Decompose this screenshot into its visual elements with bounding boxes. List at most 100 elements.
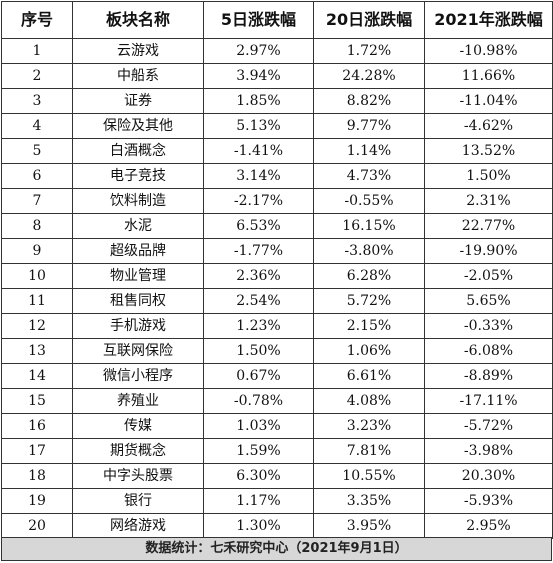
cell-5day-change: -2.17%	[203, 188, 314, 214]
table-row: 10 物业管理 2.36% 6.28% -2.05%	[1, 263, 553, 289]
cell-5day-change: 3.94%	[203, 63, 314, 89]
cell-5day-change: 2.36%	[203, 263, 314, 289]
cell-index: 14	[1, 363, 73, 389]
cell-index: 3	[1, 88, 73, 114]
cell-sector-name: 中字头股票	[72, 463, 204, 489]
cell-5day-change: 6.30%	[203, 463, 314, 489]
cell-index: 19	[1, 488, 73, 514]
header-20day-change: 20日涨跌幅	[313, 1, 425, 39]
cell-sector-name: 云游戏	[72, 38, 204, 64]
cell-2021-change: -17.11%	[424, 388, 553, 414]
cell-2021-change: 11.66%	[424, 63, 553, 89]
table-row: 15 养殖业 -0.78% 4.08% -17.11%	[1, 388, 553, 414]
table-row: 6 电子竞技 3.14% 4.73% 1.50%	[1, 163, 553, 189]
cell-20day-change: 7.81%	[313, 438, 425, 464]
cell-sector-name: 保险及其他	[72, 113, 204, 139]
cell-sector-name: 互联网保险	[72, 338, 204, 364]
cell-index: 15	[1, 388, 73, 414]
header-5day-change: 5日涨跌幅	[203, 1, 314, 39]
cell-index: 13	[1, 338, 73, 364]
cell-20day-change: 6.61%	[313, 363, 425, 389]
cell-sector-name: 银行	[72, 488, 204, 514]
cell-index: 9	[1, 238, 73, 264]
cell-5day-change: -0.78%	[203, 388, 314, 414]
cell-index: 12	[1, 313, 73, 339]
cell-5day-change: 1.50%	[203, 338, 314, 364]
cell-2021-change: 2.31%	[424, 188, 553, 214]
table-row: 12 手机游戏 1.23% 2.15% -0.33%	[1, 313, 553, 339]
table-row: 14 微信小程序 0.67% 6.61% -8.89%	[1, 363, 553, 389]
table-row: 13 互联网保险 1.50% 1.06% -6.08%	[1, 338, 553, 364]
cell-20day-change: 2.15%	[313, 313, 425, 339]
cell-index: 8	[1, 213, 73, 239]
table-row: 17 期货概念 1.59% 7.81% -3.98%	[1, 438, 553, 464]
cell-20day-change: 9.77%	[313, 113, 425, 139]
cell-5day-change: -1.41%	[203, 138, 314, 164]
cell-5day-change: -1.77%	[203, 238, 314, 264]
cell-2021-change: -8.89%	[424, 363, 553, 389]
cell-2021-change: 20.30%	[424, 463, 553, 489]
cell-20day-change: 1.72%	[313, 38, 425, 64]
cell-2021-change: -5.93%	[424, 488, 553, 514]
cell-20day-change: 3.95%	[313, 513, 425, 539]
cell-index: 11	[1, 288, 73, 314]
cell-20day-change: 5.72%	[313, 288, 425, 314]
cell-index: 6	[1, 163, 73, 189]
table-row: 20 网络游戏 1.30% 3.95% 2.95%	[1, 513, 553, 539]
cell-index: 1	[1, 38, 73, 64]
cell-20day-change: 6.28%	[313, 263, 425, 289]
cell-index: 17	[1, 438, 73, 464]
cell-5day-change: 1.23%	[203, 313, 314, 339]
cell-sector-name: 租售同权	[72, 288, 204, 314]
cell-5day-change: 5.13%	[203, 113, 314, 139]
cell-20day-change: 16.15%	[313, 213, 425, 239]
cell-index: 7	[1, 188, 73, 214]
table-row: 9 超级品牌 -1.77% -3.80% -19.90%	[1, 238, 553, 264]
header-index: 序号	[1, 1, 73, 39]
cell-sector-name: 物业管理	[72, 263, 204, 289]
cell-2021-change: -5.72%	[424, 413, 553, 439]
cell-index: 18	[1, 463, 73, 489]
cell-20day-change: 4.08%	[313, 388, 425, 414]
cell-20day-change: 4.73%	[313, 163, 425, 189]
cell-index: 5	[1, 138, 73, 164]
table-row: 18 中字头股票 6.30% 10.55% 20.30%	[1, 463, 553, 489]
cell-5day-change: 1.30%	[203, 513, 314, 539]
cell-20day-change: -0.55%	[313, 188, 425, 214]
cell-20day-change: 8.82%	[313, 88, 425, 114]
cell-sector-name: 水泥	[72, 213, 204, 239]
table-row: 4 保险及其他 5.13% 9.77% -4.62%	[1, 113, 553, 139]
table-row: 5 白酒概念 -1.41% 1.14% 13.52%	[1, 138, 553, 164]
sector-performance-table: 序号 板块名称 5日涨跌幅 20日涨跌幅 2021年涨跌幅 1 云游戏 2.97% 1…	[1, 1, 553, 539]
table-row: 7 饮料制造 -2.17% -0.55% 2.31%	[1, 188, 553, 214]
cell-2021-change: -4.62%	[424, 113, 553, 139]
cell-2021-change: -6.08%	[424, 338, 553, 364]
source-footer: 数据统计：七禾研究中心（2021年9月1日）	[1, 537, 552, 561]
cell-2021-change: -11.04%	[424, 88, 553, 114]
table-row: 3 证券 1.85% 8.82% -11.04%	[1, 88, 553, 114]
cell-5day-change: 1.17%	[203, 488, 314, 514]
cell-index: 2	[1, 63, 73, 89]
cell-2021-change: -19.90%	[424, 238, 553, 264]
cell-2021-change: 2.95%	[424, 513, 553, 539]
cell-sector-name: 手机游戏	[72, 313, 204, 339]
table-row: 1 云游戏 2.97% 1.72% -10.98%	[1, 38, 553, 64]
cell-5day-change: 2.97%	[203, 38, 314, 64]
cell-2021-change: -3.98%	[424, 438, 553, 464]
table-row: 2 中船系 3.94% 24.28% 11.66%	[1, 63, 553, 89]
cell-index: 4	[1, 113, 73, 139]
header-2021-change: 2021年涨跌幅	[424, 1, 553, 39]
cell-sector-name: 中船系	[72, 63, 204, 89]
cell-sector-name: 期货概念	[72, 438, 204, 464]
cell-20day-change: 3.35%	[313, 488, 425, 514]
cell-sector-name: 白酒概念	[72, 138, 204, 164]
cell-2021-change: 5.65%	[424, 288, 553, 314]
cell-5day-change: 0.67%	[203, 363, 314, 389]
table-row: 19 银行 1.17% 3.35% -5.93%	[1, 488, 553, 514]
cell-20day-change: 24.28%	[313, 63, 425, 89]
header-row: 序号 板块名称 5日涨跌幅 20日涨跌幅 2021年涨跌幅	[1, 1, 553, 39]
cell-sector-name: 网络游戏	[72, 513, 204, 539]
table-row: 16 传媒 1.03% 3.23% -5.72%	[1, 413, 553, 439]
cell-20day-change: 1.14%	[313, 138, 425, 164]
